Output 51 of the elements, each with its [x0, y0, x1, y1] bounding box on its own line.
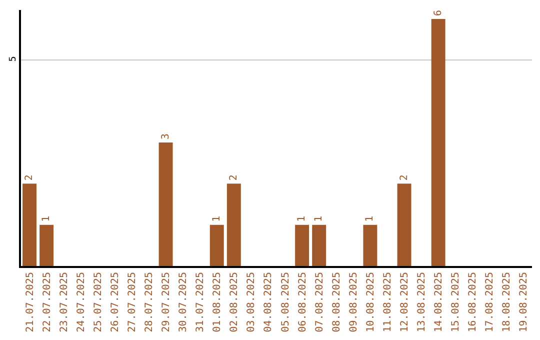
x-tick-label: 23.07.2025	[58, 272, 70, 332]
x-tick-label: 09.08.2025	[348, 272, 360, 332]
bar	[295, 224, 310, 266]
x-tick-label: 07.08.2025	[314, 272, 326, 332]
x-tick-label: 08.08.2025	[331, 272, 342, 332]
x-tick-label: 18.08.2025	[502, 272, 513, 332]
x-tick-label: 06.08.2025	[297, 272, 308, 332]
bar	[210, 224, 224, 266]
bar	[431, 19, 446, 266]
data-label: 1	[211, 216, 222, 222]
x-tick-label: 25.07.2025	[92, 272, 104, 332]
x-tick-label: 31.07.2025	[195, 272, 206, 332]
data-label: 1	[41, 216, 52, 222]
data-label: 3	[160, 134, 172, 140]
x-tick-label: 26.07.2025	[110, 272, 121, 332]
data-label: 1	[364, 216, 376, 222]
x-tick-label: 16.08.2025	[468, 272, 479, 332]
bar	[363, 224, 378, 266]
x-tick-label: 17.08.2025	[484, 272, 496, 332]
bar	[40, 224, 54, 266]
x-tick-label: 04.08.2025	[263, 272, 274, 332]
x-tick-label: 01.08.2025	[212, 272, 224, 332]
x-tick-label: 15.08.2025	[450, 272, 462, 332]
x-tick-label: 30.07.2025	[178, 272, 190, 332]
bar	[312, 224, 326, 266]
y-tick-label: 5	[8, 56, 18, 62]
x-tick-label: 19.08.2025	[518, 272, 530, 332]
x-tick-label: 21.07.2025	[24, 272, 36, 332]
x-tick-label: 24.07.2025	[76, 272, 87, 332]
x-tick-label: 13.08.2025	[416, 272, 428, 332]
data-label: 2	[228, 174, 240, 181]
bar	[397, 184, 412, 266]
x-tick-label: 02.08.2025	[229, 272, 240, 332]
bar	[226, 184, 241, 266]
x-tick-label: 29.07.2025	[161, 272, 172, 332]
bar	[22, 184, 36, 266]
x-tick-label: 12.08.2025	[400, 272, 410, 332]
x-tick-label: 11.08.2025	[382, 272, 394, 332]
data-label: 2	[24, 174, 36, 181]
data-label: 2	[398, 174, 410, 181]
x-tick-label: 28.07.2025	[144, 272, 155, 332]
x-tick-label: 05.08.2025	[280, 272, 292, 332]
x-tick-label: 27.07.2025	[126, 272, 138, 332]
data-label: 6	[432, 10, 444, 16]
x-tick-label: 22.07.2025	[42, 272, 53, 332]
x-tick-label: 14.08.2025	[434, 272, 445, 332]
x-tick-label: 03.08.2025	[246, 272, 258, 332]
x-tick-label: 10.08.2025	[365, 272, 376, 332]
data-label: 1	[296, 216, 308, 222]
bar	[158, 142, 173, 266]
data-label: 1	[314, 216, 325, 222]
